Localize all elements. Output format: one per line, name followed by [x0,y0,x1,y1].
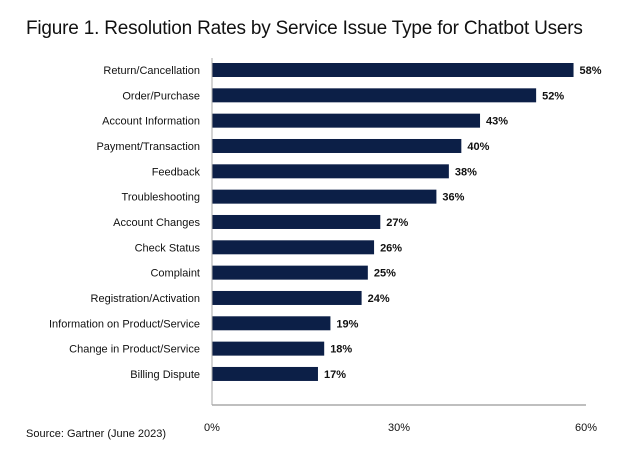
category-label: Change in Product/Service [69,344,200,356]
data-label: 27% [386,217,408,229]
category-label: Registration/Activation [91,293,200,305]
category-label: Order/Purchase [122,90,200,102]
bar [212,113,481,128]
bar [212,316,331,331]
category-label: Billing Dispute [130,369,200,381]
category-label: Account Information [102,116,200,128]
bar [212,164,449,179]
x-tick-label: 30% [388,422,410,434]
bar [212,290,362,305]
bar [212,366,318,381]
data-label: 36% [442,192,464,204]
category-label: Information on Product/Service [49,318,200,330]
bar [212,341,325,356]
category-label: Troubleshooting [122,192,200,204]
category-label: Account Changes [113,217,200,229]
bar [212,214,381,229]
x-tick-label: 0% [204,422,220,434]
category-label: Return/Cancellation [103,65,200,77]
data-label: 18% [330,344,352,356]
category-label: Complaint [150,268,200,280]
data-label: 17% [324,369,346,381]
category-label: Payment/Transaction [96,141,200,153]
bar [212,88,537,103]
bar [212,240,375,255]
category-label: Check Status [135,242,201,254]
data-label: 38% [455,166,477,178]
data-label: 26% [380,242,402,254]
data-label: 52% [542,90,564,102]
data-label: 40% [467,141,489,153]
source-note: Source: Gartner (June 2023) [26,428,167,440]
bar [212,189,437,204]
x-tick-label: 60% [575,422,597,434]
data-label: 19% [336,318,358,330]
data-label: 25% [374,268,396,280]
data-label: 24% [368,293,390,305]
chart-title: Figure 1. Resolution Rates by Service Is… [26,18,583,39]
data-label: 58% [580,65,602,77]
bar [212,138,462,153]
data-label: 43% [486,116,508,128]
bar [212,265,368,280]
bar [212,63,574,77]
category-label: Feedback [152,166,201,178]
